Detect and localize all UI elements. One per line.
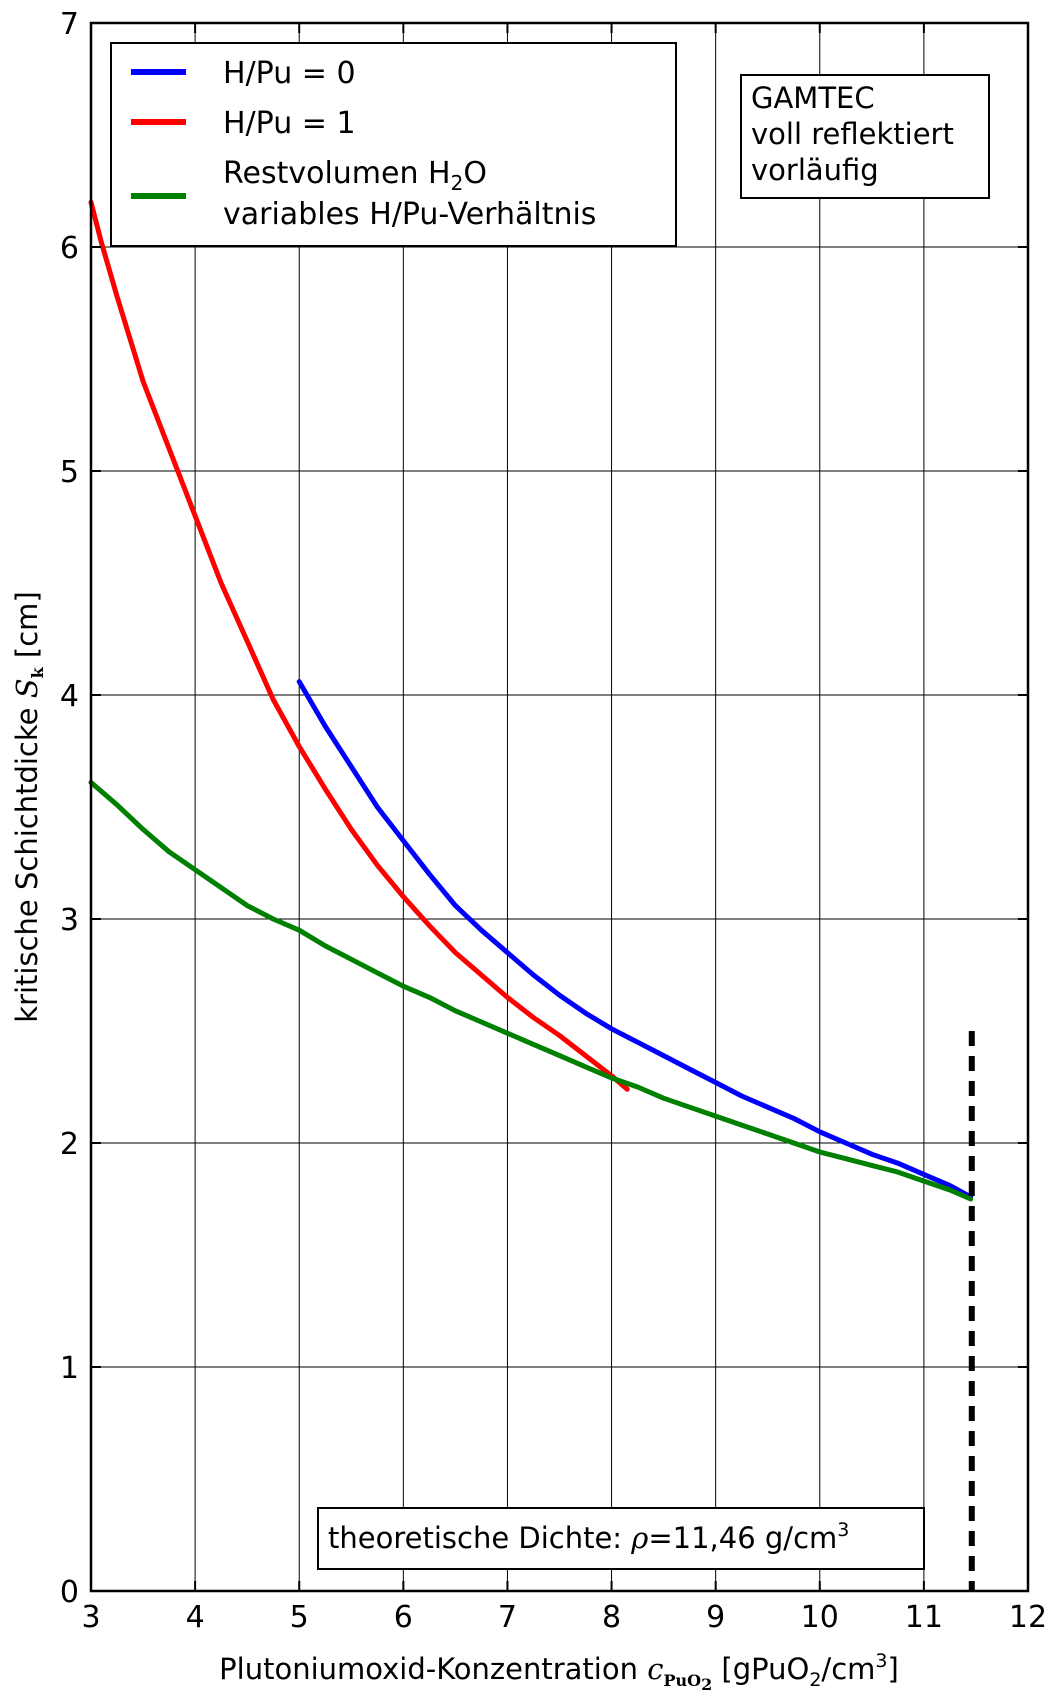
method-note: GAMTEC voll reflektiert vorläufig: [740, 74, 990, 199]
y-tick-label: 4: [60, 679, 79, 714]
y-tick-label: 6: [60, 231, 79, 266]
method-note-line-3: vorläufig: [751, 153, 879, 187]
y-tick-label: 1: [60, 1351, 79, 1386]
x-axis-label-prefix: Plutoniumoxid-Konzentration: [219, 1652, 647, 1686]
legend-label-h-pu-0: H/Pu = 0: [223, 56, 356, 91]
series-line-h-pu-1: [88, 199, 630, 1092]
x-tick-label: 8: [602, 1600, 621, 1635]
density-note-value: =11,46 g/cm: [648, 1521, 837, 1555]
y-tick-label: 2: [60, 1127, 79, 1162]
x-axis-label-symbol: c: [647, 1652, 663, 1686]
x-tick-label: 5: [290, 1600, 309, 1635]
y-tick-label: 0: [60, 1575, 79, 1610]
x-tick-label: 12: [1009, 1600, 1047, 1635]
data-lines: [88, 199, 975, 1591]
x-axis-label-unit-close: ]: [887, 1652, 898, 1686]
y-axis-label-prefix: kritische Schichtdicke: [10, 698, 44, 1022]
method-note-box: [740, 74, 990, 199]
x-tick-label: 3: [81, 1600, 100, 1635]
series-line-restvolumen: [88, 779, 974, 1202]
density-note-box: [317, 1507, 925, 1570]
legend: H/Pu = 0 H/Pu = 1 Restvolumen H2O variab…: [110, 42, 677, 247]
series-line-h-pu-0: [296, 679, 974, 1200]
x-tick-label: 4: [186, 1600, 205, 1635]
x-axis-label-symbol-sub2: 2: [701, 1675, 712, 1691]
y-axis-label-symbol-sub: k: [28, 666, 47, 678]
legend-box: [110, 42, 677, 247]
legend-label-restvolumen-tail: O: [463, 156, 487, 191]
density-note-prefix: theoretische Dichte:: [328, 1521, 631, 1555]
y-tick-label: 7: [60, 7, 79, 42]
method-note-line-1: GAMTEC: [751, 81, 875, 115]
density-note-text: theoretische Dichte: ρ=11,46 g/cm3: [328, 1519, 849, 1555]
y-axis-label-unit: [cm]: [10, 591, 44, 667]
x-axis-label: Plutoniumoxid-Konzentration cPuO2 [gPuO2…: [219, 1650, 899, 1691]
density-note: theoretische Dichte: ρ=11,46 g/cm3: [317, 1507, 925, 1570]
x-axis-label-symbol-sub: PuO: [663, 1671, 701, 1690]
x-tick-label: 10: [801, 1600, 839, 1635]
y-tick-label: 3: [60, 903, 79, 938]
y-axis-label-symbol: S: [10, 678, 44, 698]
x-tick-label: 7: [498, 1600, 517, 1635]
legend-label-restvolumen-line1: Restvolumen H2O: [223, 156, 487, 195]
x-axis-label-unit-sup: 3: [875, 1650, 887, 1672]
legend-label-restvolumen-text: Restvolumen H: [223, 156, 451, 191]
x-tick-label: 6: [394, 1600, 413, 1635]
legend-label-restvolumen-sub: 2: [451, 171, 464, 195]
x-tick-label: 9: [706, 1600, 725, 1635]
x-axis-label-unit-open: [gPuO: [712, 1652, 809, 1686]
x-tick-label: 11: [905, 1600, 943, 1635]
method-note-line-2: voll reflektiert: [751, 117, 954, 151]
x-axis-label-unit-sub: 2: [809, 1669, 821, 1691]
plot-frame: [89, 21, 1030, 1593]
x-axis-label-unit-mid: /cm: [821, 1652, 875, 1686]
density-note-sup: 3: [837, 1519, 849, 1541]
density-note-symbol: ρ: [630, 1521, 648, 1555]
legend-label-restvolumen-line2: variables H/Pu-Verhältnis: [223, 197, 596, 232]
grid: [91, 23, 1028, 1591]
legend-label-h-pu-1: H/Pu = 1: [223, 106, 356, 141]
y-tick-label: 5: [60, 455, 79, 490]
y-axis-label: kritische Schichtdicke Sk [cm]: [10, 591, 47, 1022]
